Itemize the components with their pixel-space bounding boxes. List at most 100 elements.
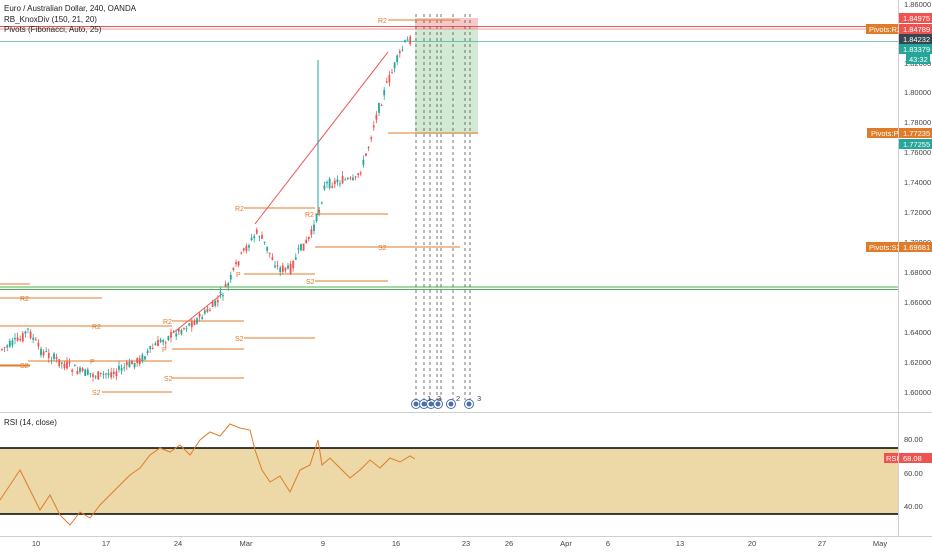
candle-body [68, 362, 71, 364]
candle-body [40, 348, 42, 356]
price-tick: 1.80000 [904, 88, 931, 97]
candle-body [289, 263, 292, 274]
candle-body [89, 373, 92, 375]
event-marker-dot [428, 401, 434, 407]
rsi-axis: 80.00 60.00 40.00 [904, 435, 923, 511]
pivot-label: R2 [235, 206, 244, 213]
tag-s2-bg [899, 242, 932, 252]
candle-body [253, 236, 256, 239]
candle-body [110, 372, 113, 378]
candle-body [19, 338, 22, 341]
price-tags: 1.84975 Pivots:R2 1.84789 1.84232 1.8337… [866, 13, 932, 463]
candle-body [81, 368, 84, 372]
event-lines [415, 14, 471, 400]
candle-body [245, 245, 248, 251]
candle-body [302, 243, 305, 251]
event-marker-dot [413, 401, 419, 407]
candle-body [177, 328, 180, 332]
candle-body [63, 363, 66, 368]
price-tick: 1.78000 [904, 118, 931, 127]
candle-body [219, 291, 222, 294]
time-tick: May [873, 539, 887, 548]
candle-body [352, 177, 354, 180]
candle-body [409, 36, 412, 44]
candle-body [276, 265, 279, 267]
symbol-title[interactable]: Euro / Australian Dollar, 240, OANDA [4, 4, 137, 13]
indicator-knoxdiv[interactable]: RB_KnoxDiv (150, 21, 20) [4, 15, 97, 24]
candle-body [128, 361, 131, 367]
event-count: 2 [456, 394, 460, 403]
candle-body [203, 310, 206, 314]
candle-body [94, 376, 97, 378]
candle-body [125, 362, 128, 366]
candle-body [53, 353, 55, 359]
candle-body [32, 337, 35, 340]
candle-body [406, 39, 409, 41]
candle-body [11, 340, 14, 346]
tag-r2-label: Pivots:R2 [869, 25, 901, 34]
indicator-rsi[interactable]: RSI (14, close) [4, 418, 57, 427]
candle-body [232, 267, 235, 271]
candle-body [331, 186, 334, 188]
candle-body [209, 310, 211, 312]
rsi-band [0, 448, 898, 514]
tag-rsi-bg [899, 453, 932, 463]
candle-body [151, 348, 154, 350]
candle-body [185, 328, 188, 330]
pivot-label: P [236, 272, 241, 279]
trend-line-1[interactable] [254, 51, 389, 225]
candle-body [287, 265, 289, 269]
candle-body [99, 372, 102, 374]
candle-body [141, 354, 144, 362]
trend-line-2[interactable] [172, 293, 223, 334]
tag-s2: 1.69681 [903, 243, 930, 252]
time-tick: 24 [174, 539, 182, 548]
candle-body [300, 243, 302, 251]
candle-body [149, 346, 152, 350]
rsi-line [0, 423, 416, 526]
candle-body [359, 172, 362, 174]
candle-body [385, 81, 388, 83]
candle-body [167, 336, 170, 340]
candle-body [154, 343, 157, 346]
candle-body [383, 90, 386, 96]
candle-body [362, 159, 365, 165]
candle-body [274, 265, 276, 268]
candle-body [8, 340, 11, 347]
rsi-tick: 60.00 [904, 469, 923, 478]
candle-body [198, 313, 201, 317]
candle-body [175, 333, 178, 337]
candle-body [320, 202, 323, 204]
candle-body [144, 356, 146, 360]
candle-body [136, 358, 139, 363]
candle-body [339, 183, 341, 185]
candle-body [357, 173, 360, 176]
rsi-tick: 80.00 [904, 435, 923, 444]
pivot-label: S2 [235, 336, 244, 343]
price-tick: 1.64000 [904, 328, 931, 337]
pivot-label: S2 [306, 279, 315, 286]
time-axis[interactable]: 10 17 24 Mar 9 16 23 26 Apr 6 13 20 27 May [32, 539, 888, 548]
candle-body [34, 339, 37, 341]
event-count: 1 [427, 394, 431, 403]
candle-body [112, 371, 115, 374]
candle-body [333, 180, 336, 185]
time-tick: 9 [321, 539, 325, 548]
candle-body [323, 185, 326, 190]
tag-green: 1.77255 [903, 140, 930, 149]
candle-body [66, 361, 68, 369]
time-tick: 10 [32, 539, 40, 548]
tag-r2: 1.84789 [903, 25, 930, 34]
indicator-pivots[interactable]: Pivots (Fibonacci, Auto, 25) [4, 25, 102, 34]
pivot-label: R2 [20, 296, 29, 303]
event-marker-dot [448, 401, 454, 407]
candle-body [307, 236, 310, 240]
candle-body [318, 209, 321, 213]
candle-body [404, 40, 406, 42]
candle-body [294, 257, 297, 260]
candle-body [118, 366, 120, 370]
time-tick: 27 [818, 539, 826, 548]
